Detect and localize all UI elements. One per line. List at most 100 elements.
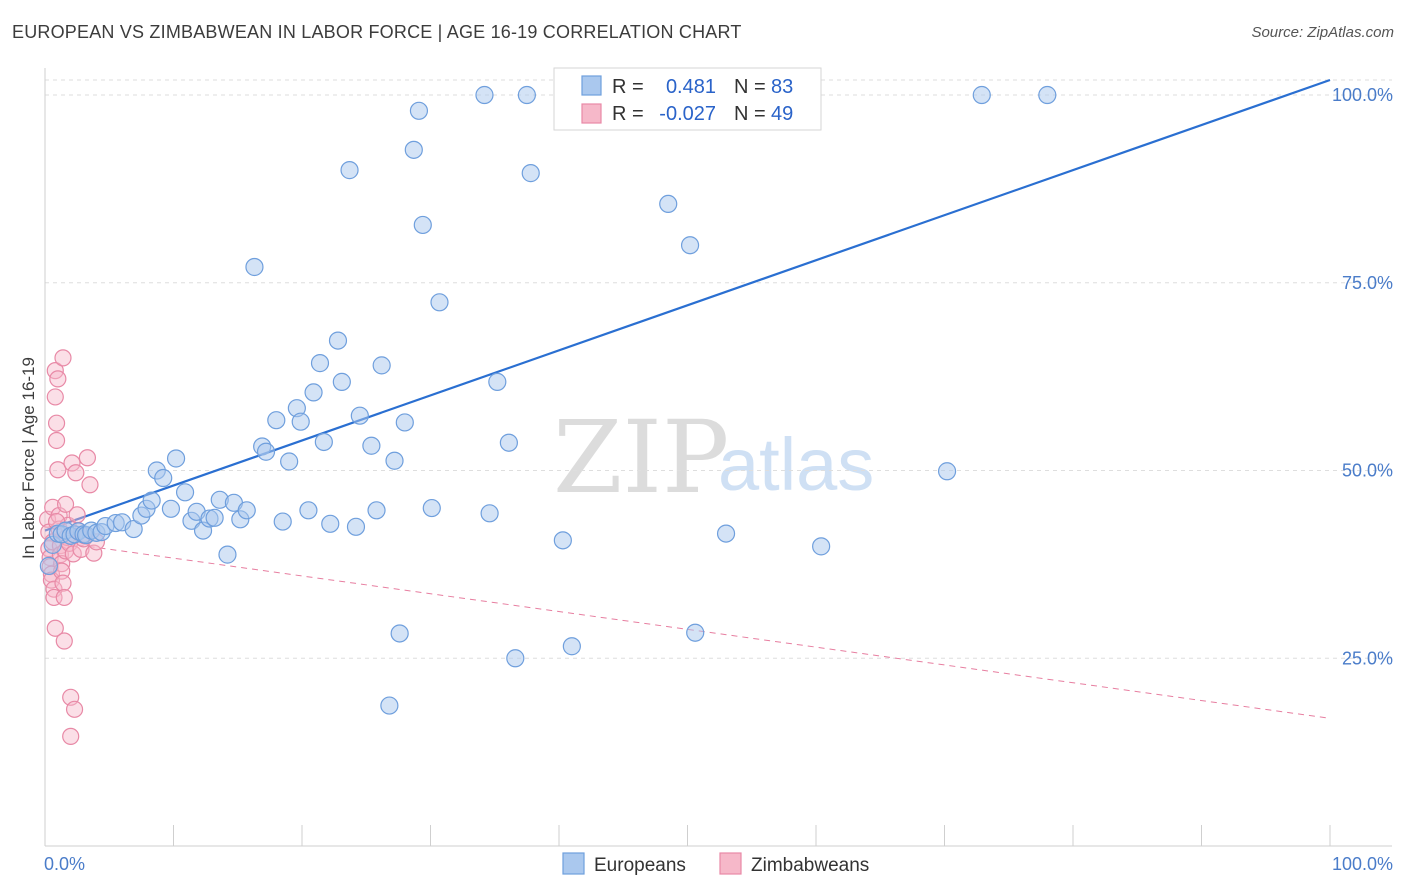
watermark-zip: ZIP: [553, 399, 729, 516]
zimbabweans-trend-line: [44, 539, 1331, 719]
europeans-point: [937, 462, 957, 481]
x-tick-label-0: 0.0%: [44, 854, 85, 874]
europeans-point: [124, 519, 143, 539]
europeans-point: [480, 504, 499, 523]
europeans-point: [553, 531, 572, 550]
europeans-point: [362, 436, 381, 455]
europeans-point: [340, 161, 359, 180]
zimbabweans-point: [67, 464, 85, 482]
europeans-point: [332, 372, 351, 391]
zimbabweans-point: [46, 388, 64, 406]
europeans-point: [972, 85, 991, 105]
zimbabweans-point: [56, 495, 75, 513]
europeans-point: [517, 85, 536, 105]
y-tick-labels: 25.0% 50.0% 75.0% 100.0%: [1332, 85, 1393, 668]
legend-zimbabweans-swatch: [719, 852, 742, 875]
y-tick-label-1: 50.0%: [1342, 461, 1393, 481]
europeans-point: [310, 354, 330, 373]
chart-source: Source: ZipAtlas.com: [1251, 24, 1394, 41]
europeans-point: [161, 499, 181, 518]
europeans-point: [409, 101, 429, 120]
zimbabweans-point: [78, 449, 97, 467]
zimbabweans-point: [49, 370, 67, 388]
zimbabweans-point: [46, 619, 64, 637]
europeans-point: [488, 372, 507, 391]
europeans-point: [346, 517, 366, 536]
europeans-point: [237, 501, 256, 520]
zimbabweans-point: [54, 574, 72, 592]
europeans-point: [475, 85, 494, 105]
gridlines: [45, 79, 1392, 659]
europeans-point: [273, 512, 292, 531]
zimbabweans-point: [49, 461, 67, 479]
europeans-point: [686, 623, 705, 642]
stats-box: R = 0.481 N = 83 R = -0.027 N = 49: [553, 67, 822, 131]
europeans-point: [166, 449, 186, 468]
europeans-point: [314, 432, 333, 452]
europeans-point: [404, 140, 423, 159]
zimbabweans-point: [63, 454, 81, 472]
stats-europeans-r-label: R =: [612, 76, 644, 98]
europeans-point: [385, 451, 404, 470]
europeans-point: [390, 624, 409, 643]
europeans-point: [1038, 85, 1057, 105]
zimbabweans-point: [55, 588, 73, 607]
europeans-point: [380, 696, 399, 715]
zimbabweans-point: [62, 727, 80, 745]
europeans-point: [367, 501, 386, 520]
axes: [44, 68, 1392, 847]
europeans-point: [395, 413, 414, 432]
zimbabweans-point: [47, 431, 66, 450]
europeans-point: [328, 331, 348, 350]
europeans-point: [413, 215, 432, 235]
legend-zimbabweans-label: Zimbabweans: [751, 855, 869, 876]
stats-zimbabweans-r-label: R =: [612, 103, 644, 125]
stats-europeans-swatch: [581, 75, 602, 96]
europeans-point: [304, 383, 323, 402]
y-axis-label: In Labor Force | Age 16-19: [19, 357, 38, 559]
legend: Europeans Zimbabweans: [562, 852, 869, 876]
europeans-point: [245, 257, 264, 277]
stats-zimbabweans-swatch: [581, 103, 602, 124]
europeans-point: [175, 483, 195, 502]
stats-zimbabweans-r-value: -0.027: [659, 103, 716, 125]
europeans-point: [142, 491, 161, 510]
y-tick-label-2: 75.0%: [1342, 273, 1393, 293]
europeans-point: [299, 501, 318, 520]
stats-zimbabweans-n-label: N =: [734, 103, 766, 125]
europeans-point: [350, 406, 369, 425]
watermark-atlas: atlas: [718, 423, 874, 506]
europeans-point: [716, 524, 736, 543]
europeans-point: [499, 433, 518, 452]
europeans-point: [680, 236, 700, 255]
stats-europeans-n-value: 83: [771, 76, 793, 98]
stats-zimbabweans-n-value: 49: [771, 103, 793, 125]
europeans-point: [321, 514, 340, 533]
x-tick-label-1: 100.0%: [1332, 854, 1393, 874]
x-tick-labels: 0.0% 100.0%: [44, 854, 1393, 874]
europeans-point: [154, 468, 173, 488]
europeans-point: [812, 537, 831, 556]
europeans-point: [218, 545, 237, 564]
europeans-point: [291, 412, 310, 431]
zimbabweans-point: [54, 349, 72, 367]
zimbabweans-point: [47, 414, 66, 432]
legend-europeans-swatch: [562, 852, 585, 875]
stats-europeans-n-label: N =: [734, 76, 766, 98]
watermark: ZIP atlas: [553, 399, 874, 516]
europeans-point: [205, 508, 224, 527]
stats-europeans-r-value: 0.481: [666, 76, 716, 98]
europeans-point: [280, 452, 299, 471]
chart-title: EUROPEAN VS ZIMBABWEAN IN LABOR FORCE | …: [12, 22, 742, 42]
zimbabweans-point: [81, 476, 99, 494]
legend-europeans-label: Europeans: [594, 855, 686, 876]
europeans-point: [659, 194, 678, 214]
zimbabweans-point: [65, 700, 84, 718]
y-tick-label-3: 100.0%: [1332, 85, 1393, 105]
europeans-points: [39, 85, 1057, 715]
europeans-point: [562, 637, 581, 656]
zimbabweans-point: [55, 632, 73, 650]
europeans-point: [39, 556, 58, 575]
y-tick-label-0: 25.0%: [1342, 648, 1393, 668]
